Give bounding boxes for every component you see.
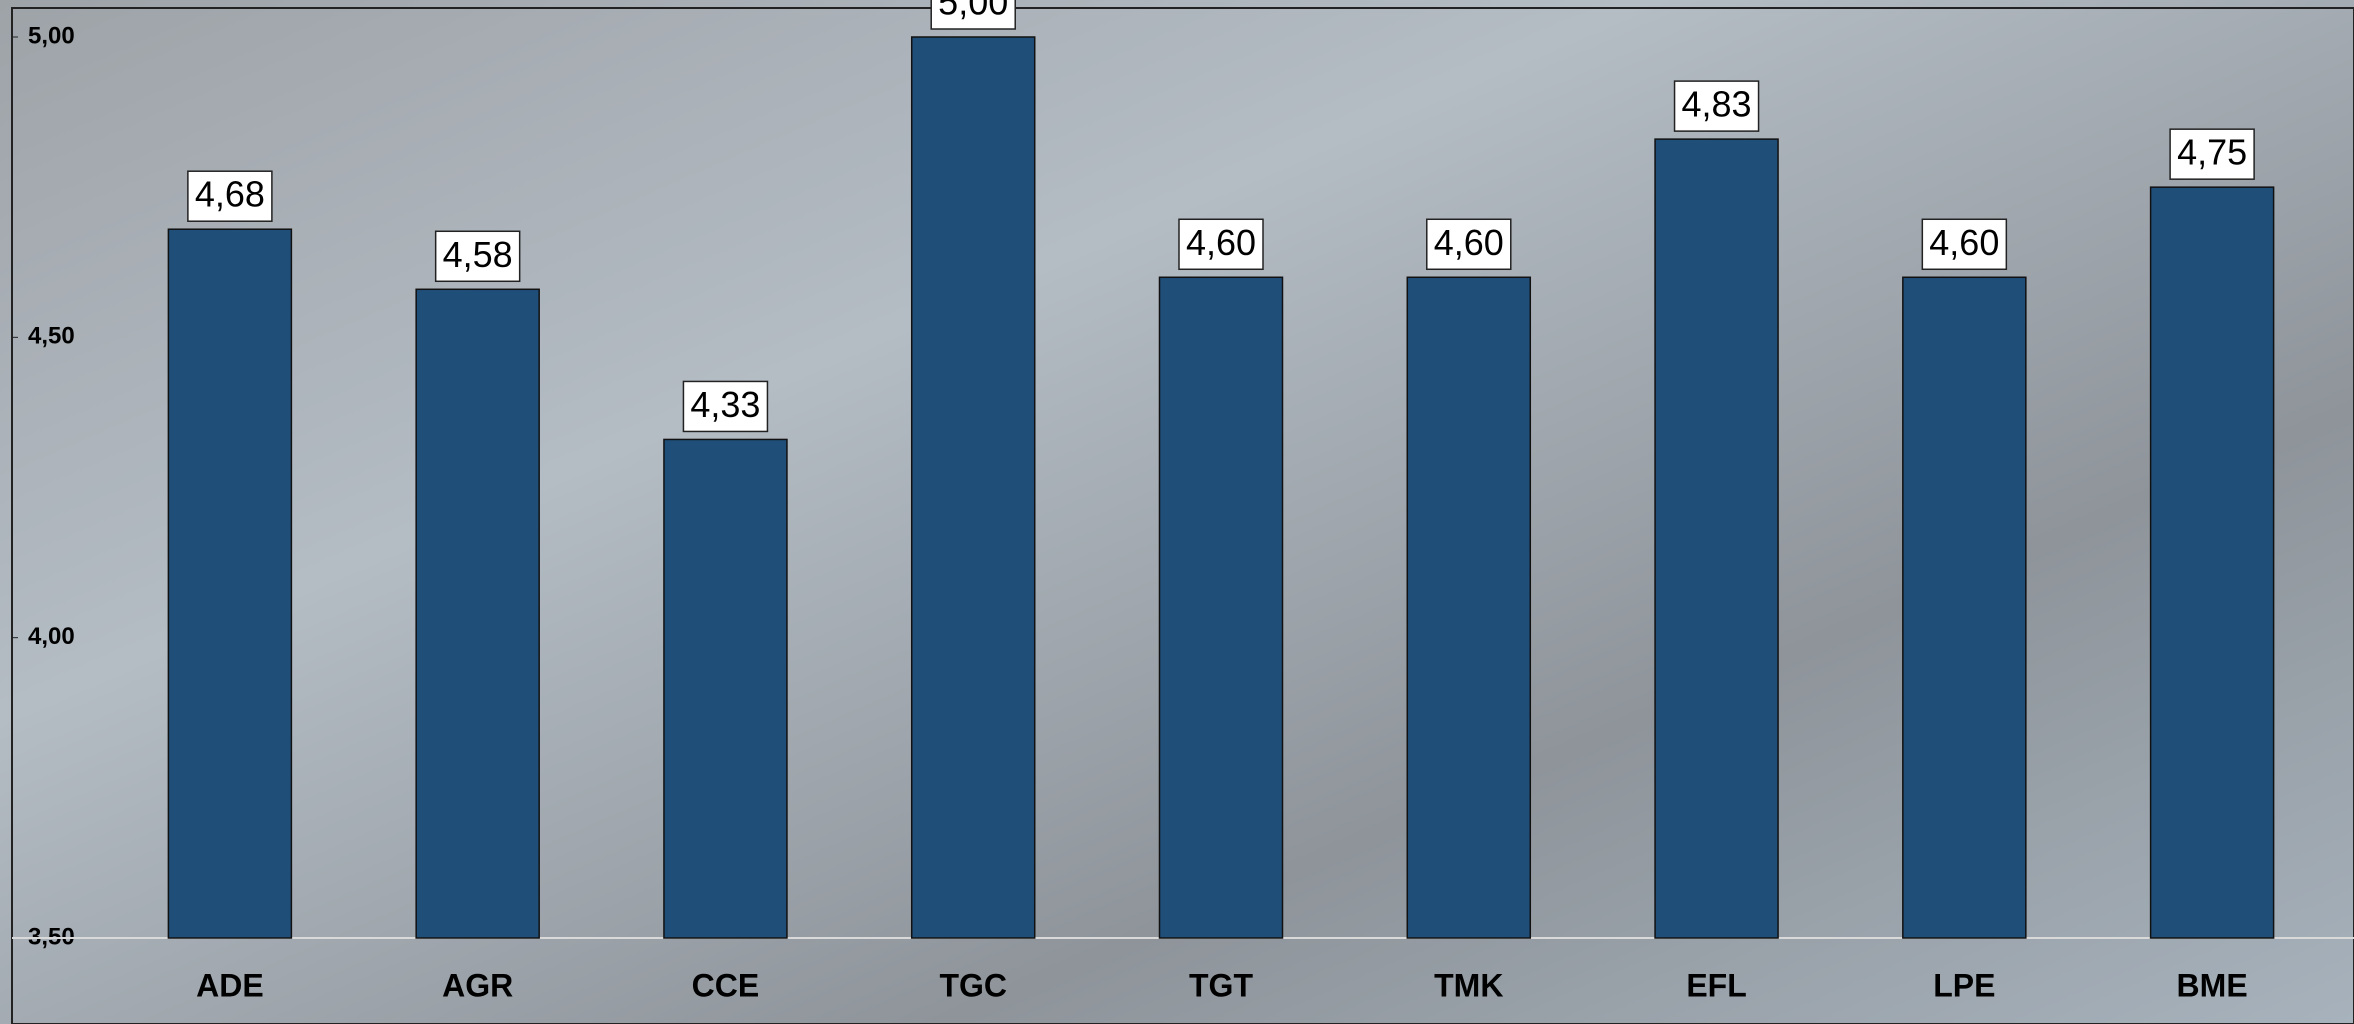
bar	[1903, 277, 2026, 938]
value-label: 4,68	[195, 174, 265, 215]
x-tick-label: AGR	[442, 967, 513, 1003]
bar	[1160, 277, 1283, 938]
value-label: 4,75	[2177, 132, 2247, 173]
y-tick-label: 3,50	[28, 923, 75, 950]
bar	[664, 439, 787, 938]
x-tick-label: TGT	[1189, 967, 1253, 1003]
x-tick-label: TGC	[939, 967, 1007, 1003]
value-label: 4,33	[690, 384, 760, 425]
value-label: 4,58	[443, 234, 513, 275]
x-tick-label: TMK	[1434, 967, 1503, 1003]
x-tick-label: ADE	[196, 967, 264, 1003]
bar	[912, 37, 1035, 938]
bar	[1407, 277, 1530, 938]
value-label: 4,60	[1434, 222, 1504, 263]
x-tick-label: BME	[2177, 967, 2248, 1003]
bar	[416, 289, 539, 938]
bar	[2151, 187, 2274, 938]
bar	[1655, 139, 1778, 938]
value-label: 4,60	[1929, 222, 1999, 263]
value-label: 4,60	[1186, 222, 1256, 263]
bar	[168, 229, 291, 938]
chart: 3,50 4,00 4,50 5,00 ADE 4,68 AGR 4,58 CCE 4,33 TGC…	[0, 0, 2354, 1024]
x-tick-label: CCE	[692, 967, 760, 1003]
x-tick-label: EFL	[1686, 967, 1746, 1003]
y-tick-label: 5,00	[28, 22, 75, 49]
x-tick-label: LPE	[1933, 967, 1995, 1003]
value-label: 4,83	[1682, 84, 1752, 125]
y-tick-label: 4,50	[28, 323, 75, 350]
y-tick-label: 4,00	[28, 623, 75, 650]
value-label: 5,00	[938, 0, 1008, 23]
